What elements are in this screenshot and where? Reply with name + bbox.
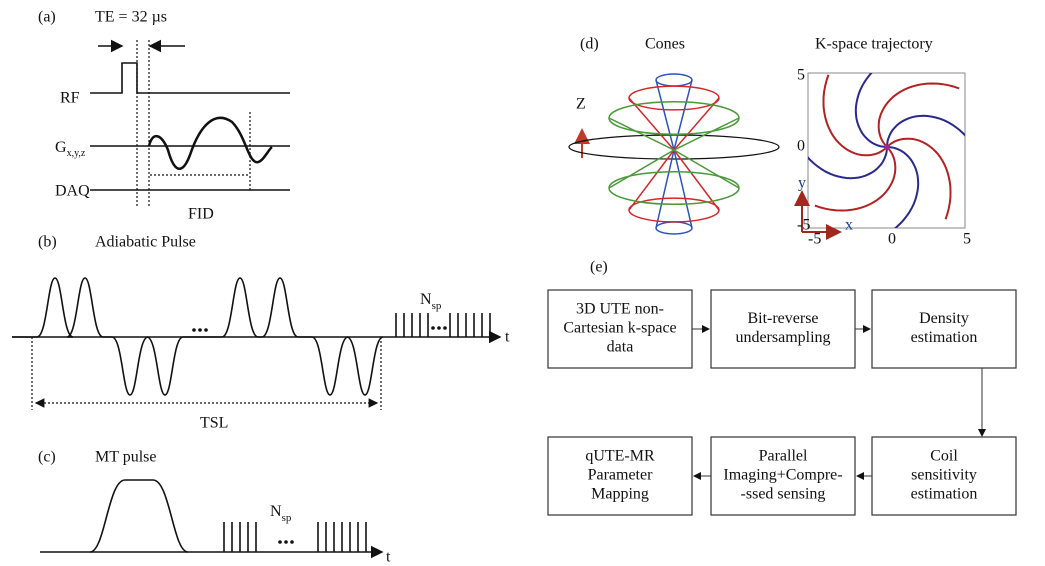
box-text: 3D UTE non-	[576, 301, 664, 318]
cones-title: Cones	[645, 36, 685, 53]
trajectory-arm	[814, 146, 897, 212]
cone-rim	[655, 73, 693, 87]
flow-box	[547, 289, 693, 369]
box-text: undersampling	[735, 329, 830, 346]
trajectory-arm	[877, 82, 960, 148]
box-text: Imaging+Compre-	[723, 467, 842, 484]
box-text: Coil	[930, 448, 958, 465]
ellipsis-dot	[437, 326, 441, 330]
box-text: -ssed sensing	[741, 486, 826, 503]
box-text: Density	[919, 310, 969, 327]
box-text: qUTE-MR	[585, 448, 655, 465]
x-tick-label: 5	[963, 231, 971, 248]
panel-a: (a) TE = 32 µs RF Gx,y,z DAQ FID	[38, 9, 290, 223]
box-text: sensitivity	[911, 467, 977, 484]
t-label: t	[505, 329, 510, 346]
ellipsis-dot	[443, 326, 447, 330]
panel-b: (b) Adiabatic Pulse t Nsp TSL	[12, 234, 510, 432]
z-label: Z	[576, 96, 586, 113]
nsp-label: Nsp	[270, 503, 292, 524]
y-tick-label: 0	[797, 138, 805, 155]
n: N	[270, 503, 282, 520]
g-sub: x,y,z	[67, 148, 86, 159]
box-text: estimation	[911, 329, 978, 346]
trajectory-arm	[822, 74, 888, 157]
n: N	[420, 291, 432, 308]
n-sub: sp	[282, 512, 292, 524]
panel-c: (c) MT pulse t Nsp	[38, 449, 391, 566]
ellipsis-dot	[431, 326, 435, 330]
center	[884, 144, 890, 150]
flow-box	[547, 436, 693, 516]
box-text: Cartesian k-space	[563, 320, 676, 337]
flow-box	[710, 289, 856, 369]
mt-pulse	[89, 479, 189, 553]
box-text: Mapping	[591, 486, 649, 503]
cone-side	[655, 149, 693, 229]
cone-rim	[608, 100, 740, 136]
trajectory-arm	[854, 73, 888, 148]
y-tick-label: 5	[797, 67, 805, 84]
box-text: Parameter	[588, 467, 654, 484]
n-sub: sp	[432, 300, 442, 312]
plot-frame	[807, 72, 966, 229]
panel-label: (c)	[38, 449, 56, 466]
nsp-label: Nsp	[420, 291, 442, 312]
ellipsis-dot	[192, 328, 196, 332]
flow-box	[871, 436, 1017, 516]
ellipsis-dot	[290, 540, 294, 544]
gradient-waveform	[147, 116, 273, 170]
y-label: y	[798, 175, 806, 192]
x-tick-label: -5	[808, 231, 821, 248]
cone-rim	[628, 85, 720, 111]
box-text: estimation	[911, 486, 978, 503]
panel-label: (a)	[38, 9, 56, 26]
fid-label: FID	[188, 206, 214, 223]
flow-box	[871, 289, 1017, 369]
panel-title: Adiabatic Pulse	[95, 234, 196, 251]
flow-box	[710, 436, 856, 516]
rf-line	[90, 62, 290, 94]
x-tick-label: 0	[888, 231, 896, 248]
trajectory-arm	[886, 137, 952, 220]
panel-label: (d)	[580, 36, 599, 53]
trajectory-arm	[886, 146, 920, 228]
g: G	[55, 139, 67, 156]
ellipsis-dot	[198, 328, 202, 332]
g-label: Gx,y,z	[55, 139, 86, 159]
ellipsis-dot	[204, 328, 208, 332]
ellipsis-dot	[284, 540, 288, 544]
box-text: data	[607, 339, 634, 356]
panel-label: (e)	[590, 259, 608, 276]
trajectory-title: K-space trajectory	[815, 36, 933, 53]
cone-side	[655, 79, 693, 151]
trajectory-arm	[808, 146, 888, 180]
panel-e: (e) 3D UTE non- Cartesian k-space data Bit-…	[547, 259, 1017, 516]
trajectory-arm	[886, 114, 965, 148]
y-tick-label: -5	[797, 217, 810, 234]
cone-rim	[655, 221, 693, 235]
box-text: Bit-reverse	[747, 310, 818, 327]
ellipsis-dot	[278, 540, 282, 544]
daq-label: DAQ	[55, 183, 90, 200]
panel-d: (d) Cones K-space trajectory Z y x 5 0 -5-…	[568, 36, 971, 248]
te-label: TE = 32 µs	[95, 9, 167, 26]
adiabatic-pulses	[12, 277, 384, 396]
panel-label: (b)	[38, 234, 57, 251]
panel-title: MT pulse	[95, 449, 156, 466]
x-label: x	[845, 217, 853, 234]
t-label: t	[386, 549, 391, 566]
tsl-label: TSL	[200, 415, 228, 432]
cone-side	[608, 149, 740, 189]
box-text: Parallel	[759, 448, 808, 465]
rf-label: RF	[60, 90, 80, 107]
